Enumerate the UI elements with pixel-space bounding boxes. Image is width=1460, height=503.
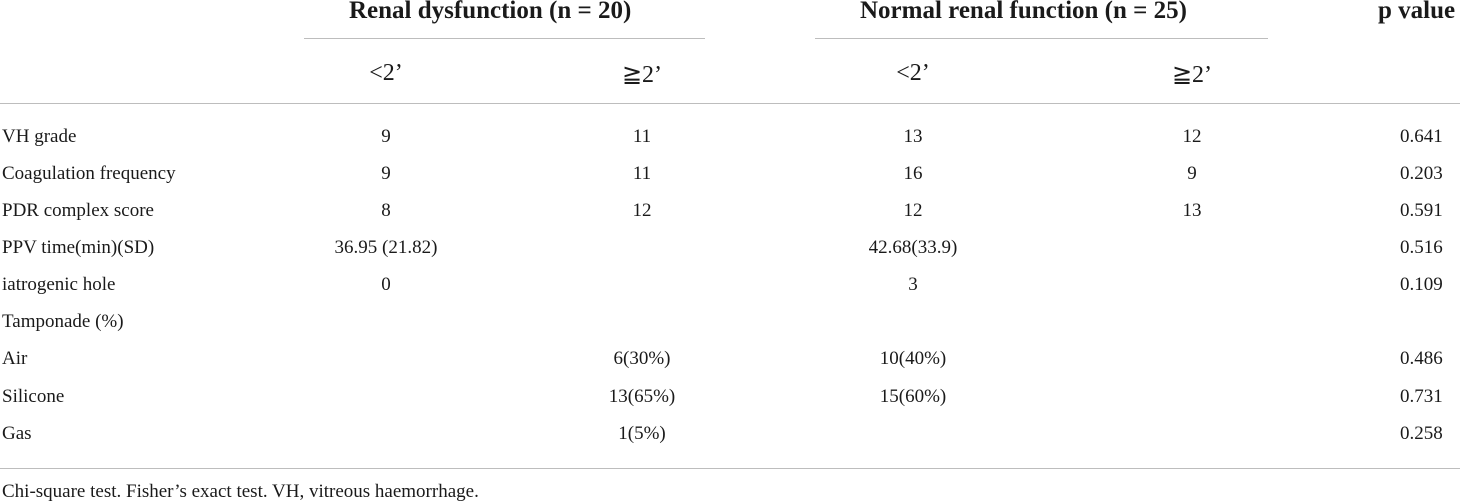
cell: 9 xyxy=(1187,163,1197,184)
row-label: Air xyxy=(2,348,28,369)
row-label: PDR complex score xyxy=(2,200,154,221)
cell: 13 xyxy=(903,126,923,147)
cell: 42.68(33.9) xyxy=(868,237,958,258)
subheader-group2-ge2: ≧2’ xyxy=(1171,62,1213,88)
cell: 12 xyxy=(903,200,923,221)
row-label: VH grade xyxy=(2,126,77,147)
p-value-header: p value xyxy=(1378,0,1456,24)
cell: 0 xyxy=(381,274,391,295)
row-label: PPV time(min)(SD) xyxy=(2,237,155,258)
cell: 13(65%) xyxy=(608,386,676,407)
p-value-cell: 0.641 xyxy=(1400,126,1443,147)
row-label: iatrogenic hole xyxy=(2,274,116,295)
cell: 3 xyxy=(908,274,918,295)
cell: 12 xyxy=(632,200,652,221)
table-footnote: Chi-square test. Fisher’s exact test. VH… xyxy=(2,481,479,502)
group-header-normal-renal-function: Normal renal function (n = 25) xyxy=(860,0,1187,24)
p-value-cell: 0.591 xyxy=(1400,200,1443,221)
row-label: Gas xyxy=(2,423,32,444)
p-value-cell: 0.516 xyxy=(1400,237,1443,258)
cell: 11 xyxy=(632,163,652,184)
cell: 1(5%) xyxy=(618,423,666,444)
p-value-cell: 0.731 xyxy=(1400,386,1443,407)
p-value-cell: 0.486 xyxy=(1400,348,1443,369)
cell: 11 xyxy=(632,126,652,147)
cell: 6(30%) xyxy=(613,348,671,369)
row-label: Silicone xyxy=(2,386,65,407)
p-value-cell: 0.109 xyxy=(1400,274,1443,295)
subheader-group1-lt2: <2’ xyxy=(369,60,403,86)
subheader-group2-lt2: <2’ xyxy=(896,60,930,86)
subheader-group1-ge2: ≧2’ xyxy=(621,62,663,88)
cell: 36.95 (21.82) xyxy=(334,237,438,258)
cell: 16 xyxy=(903,163,923,184)
group1-underline xyxy=(304,38,705,39)
cell: 9 xyxy=(381,126,391,147)
row-label: Tamponade (%) xyxy=(2,311,124,332)
cell: 15(60%) xyxy=(879,386,947,407)
cell: 9 xyxy=(381,163,391,184)
header-bottom-rule xyxy=(0,103,1460,104)
cell: 12 xyxy=(1182,126,1202,147)
cell: 10(40%) xyxy=(879,348,947,369)
cell: 13 xyxy=(1182,200,1202,221)
group-header-renal-dysfunction: Renal dysfunction (n = 20) xyxy=(349,0,632,24)
table-bottom-rule xyxy=(0,468,1460,469)
cell: 8 xyxy=(381,200,391,221)
row-label: Coagulation frequency xyxy=(2,163,176,184)
group2-underline xyxy=(815,38,1268,39)
p-value-cell: 0.258 xyxy=(1400,423,1443,444)
p-value-cell: 0.203 xyxy=(1400,163,1443,184)
